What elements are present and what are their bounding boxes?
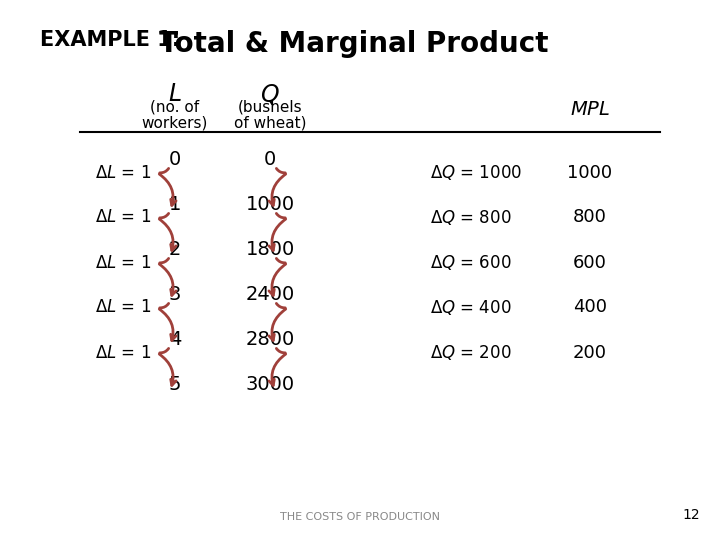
Text: 2: 2: [168, 240, 181, 259]
Text: Total & Marginal Product: Total & Marginal Product: [140, 30, 549, 58]
Text: of wheat): of wheat): [234, 116, 306, 131]
Text: 400: 400: [573, 299, 607, 316]
Text: $\Delta\it{L}$ = 1: $\Delta\it{L}$ = 1: [95, 343, 151, 361]
Text: $\it{L}$: $\it{L}$: [168, 82, 182, 106]
Text: 2400: 2400: [246, 285, 294, 304]
Text: 600: 600: [573, 253, 607, 272]
Text: $\it{MPL}$: $\it{MPL}$: [570, 100, 610, 119]
Text: 200: 200: [573, 343, 607, 361]
Text: $\Delta\it{L}$ = 1: $\Delta\it{L}$ = 1: [95, 253, 151, 272]
Text: 1000: 1000: [246, 195, 294, 214]
Text: $\Delta\it{L}$ = 1: $\Delta\it{L}$ = 1: [95, 208, 151, 226]
Text: 0: 0: [264, 150, 276, 169]
Text: 1000: 1000: [567, 164, 613, 181]
Text: $\Delta\it{Q}$ = 800: $\Delta\it{Q}$ = 800: [430, 208, 512, 227]
Text: THE COSTS OF PRODUCTION: THE COSTS OF PRODUCTION: [280, 512, 440, 522]
Text: $\Delta\it{Q}$ = 1000: $\Delta\it{Q}$ = 1000: [430, 163, 522, 182]
Text: $\Delta\it{Q}$ = 400: $\Delta\it{Q}$ = 400: [430, 298, 512, 317]
Text: EXAMPLE 1:: EXAMPLE 1:: [40, 30, 180, 50]
Text: 5: 5: [168, 375, 181, 394]
Text: (bushels: (bushels: [238, 100, 302, 115]
Text: 2800: 2800: [246, 330, 294, 349]
Text: 12: 12: [683, 508, 700, 522]
Text: 800: 800: [573, 208, 607, 226]
Text: 4: 4: [168, 330, 181, 349]
Text: (no. of: (no. of: [150, 100, 199, 115]
Text: workers): workers): [142, 116, 208, 131]
Text: $\Delta\it{Q}$ = 200: $\Delta\it{Q}$ = 200: [430, 343, 512, 362]
Text: 3: 3: [168, 285, 181, 304]
Text: $\Delta\it{Q}$ = 600: $\Delta\it{Q}$ = 600: [430, 253, 512, 272]
Text: 0: 0: [169, 150, 181, 169]
Text: 3000: 3000: [246, 375, 294, 394]
Text: $\Delta\it{L}$ = 1: $\Delta\it{L}$ = 1: [95, 299, 151, 316]
Text: 1800: 1800: [246, 240, 294, 259]
Text: 1: 1: [168, 195, 181, 214]
Text: $\Delta\it{L}$ = 1: $\Delta\it{L}$ = 1: [95, 164, 151, 181]
Text: $\it{Q}$: $\it{Q}$: [260, 82, 280, 107]
